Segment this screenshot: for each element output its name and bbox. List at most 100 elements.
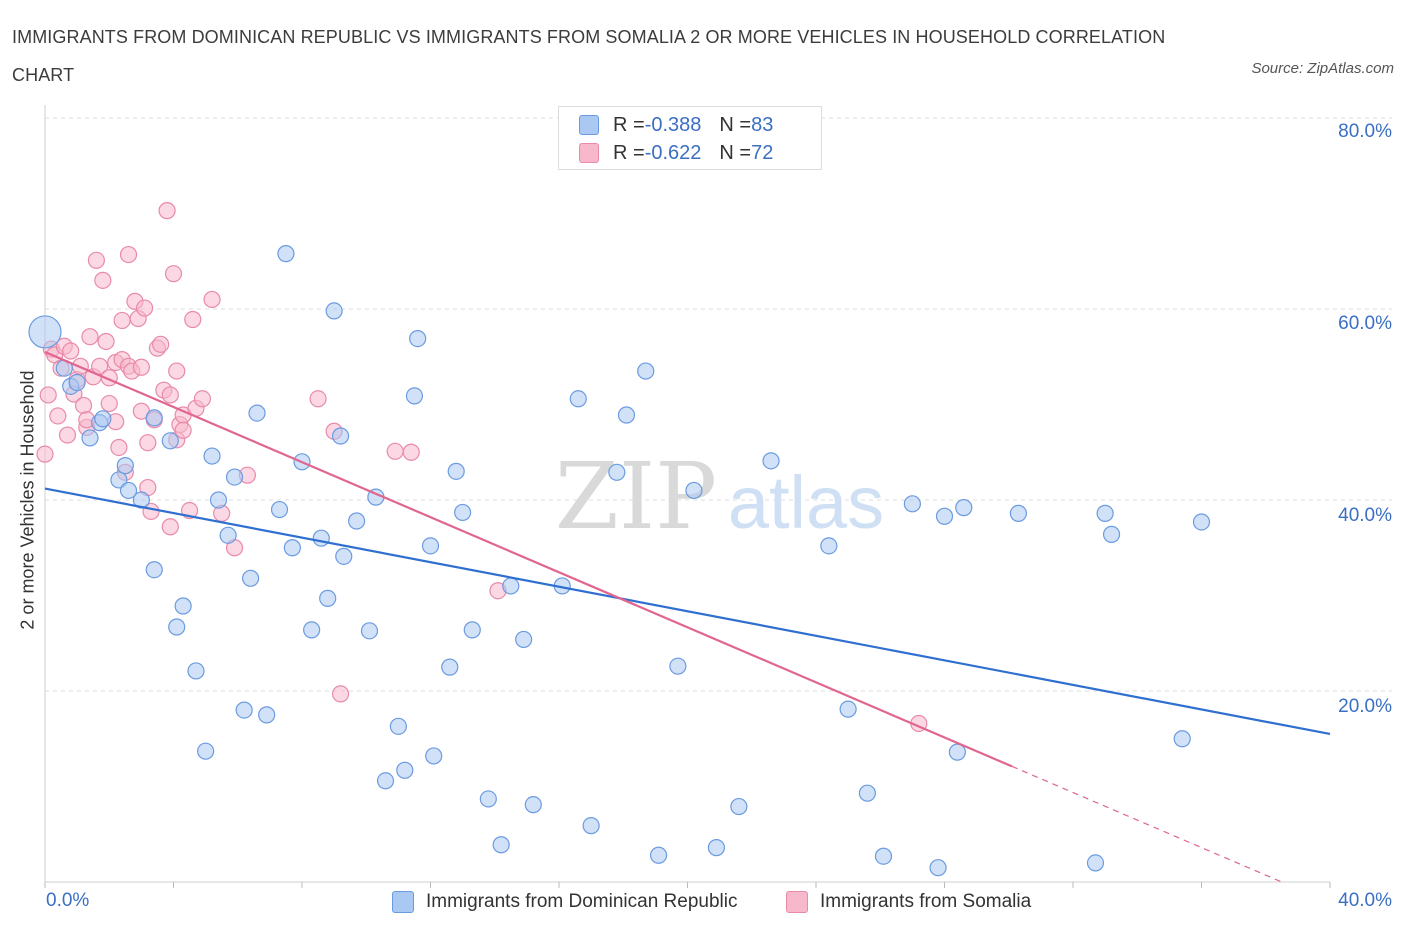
dominican-point xyxy=(447,462,465,480)
dominican-point xyxy=(707,839,726,857)
legend-r-value-2: -0.622 xyxy=(644,141,702,164)
trend-lines xyxy=(44,350,1331,883)
dominican-point xyxy=(762,452,780,470)
somalia-point xyxy=(139,434,157,452)
somalia-point xyxy=(87,251,106,269)
dominican-point xyxy=(1173,730,1191,748)
somalia-point xyxy=(74,396,93,415)
dominican-point xyxy=(161,432,179,450)
watermark: ZIP atlas xyxy=(555,443,884,550)
dominican-point xyxy=(168,618,186,636)
axes xyxy=(44,105,1331,888)
dominican-point xyxy=(283,539,301,557)
dominican-point xyxy=(277,245,295,263)
somalia-point xyxy=(161,518,179,536)
dominican-point xyxy=(608,463,626,481)
scatter-points xyxy=(28,202,1211,877)
somalia-point xyxy=(203,290,221,309)
chart-title: IMMIGRANTS FROM DOMINICAN REPUBLIC VS IM… xyxy=(12,27,1166,85)
dominican-point xyxy=(331,427,350,445)
dominican-point xyxy=(685,481,703,500)
somalia-point xyxy=(164,265,183,283)
correlation-legend: R = -0.388 N = 83 R = -0.622 N = 72 xyxy=(558,106,822,170)
somalia-point xyxy=(110,438,128,457)
somalia-trend-line-extension xyxy=(1011,765,1283,883)
dominican-point xyxy=(248,404,266,422)
dominican-point xyxy=(479,790,497,808)
bottom-legend-dominican: Immigrants from Dominican Republic xyxy=(392,888,738,916)
dominican-point xyxy=(463,621,481,639)
y-tick-label: 20.0% xyxy=(1338,696,1392,717)
dominican-point xyxy=(874,847,893,865)
dominican-point xyxy=(935,507,954,525)
dominican-point xyxy=(441,658,459,676)
source-label: Source: ZipAtlas.com xyxy=(1251,60,1394,77)
somalia-point xyxy=(168,362,186,380)
dominican-point xyxy=(303,621,321,639)
dominican-point xyxy=(1086,854,1105,872)
somalia-point xyxy=(119,245,138,264)
dominican-point xyxy=(955,499,973,517)
dominican-point xyxy=(1102,525,1121,543)
dominican-point xyxy=(225,468,244,486)
dominican-point xyxy=(348,512,366,530)
somalia-point xyxy=(62,342,80,360)
bottom-legend-somalia: Immigrants from Somalia xyxy=(786,888,1031,916)
dominican-point xyxy=(376,772,395,790)
somalia-point xyxy=(36,445,54,463)
dominican-point xyxy=(637,362,655,380)
y-tick-label: 80.0% xyxy=(1338,121,1392,142)
dominican-point xyxy=(649,846,668,864)
dominican-point xyxy=(617,406,636,424)
legend-swatch-pink xyxy=(786,891,808,913)
somalia-point xyxy=(39,386,57,404)
legend-r-label-2: R = xyxy=(613,141,645,164)
legend-n-value-1: 83 xyxy=(751,113,774,136)
legend-label-somalia: Immigrants from Somalia xyxy=(820,891,1032,912)
somalia-point xyxy=(94,271,112,289)
dominican-point xyxy=(858,784,877,802)
dominican-point xyxy=(219,526,237,544)
legend-n-value-2: 72 xyxy=(751,141,774,164)
legend-label-dominican: Immigrants from Dominican Republic xyxy=(426,891,738,912)
legend-row-somalia: R = -0.622 N = 72 xyxy=(579,141,773,165)
dominican-point xyxy=(903,495,921,513)
dominican-point xyxy=(235,701,253,719)
somalia-point xyxy=(402,443,420,461)
legend-r-label-1: R = xyxy=(613,113,645,136)
dominican-point xyxy=(94,410,112,428)
dominican-point xyxy=(312,529,330,547)
somalia-point xyxy=(152,335,170,353)
dominican-point xyxy=(145,561,163,579)
grid-lines xyxy=(45,117,1392,692)
somalia-point xyxy=(132,358,150,376)
somalia-point xyxy=(161,386,179,404)
legend-swatch-blue xyxy=(392,891,414,913)
legend-row-dominican: R = -0.388 N = 83 xyxy=(579,113,773,137)
dominican-point xyxy=(116,457,134,475)
somalia-point xyxy=(193,390,212,408)
legend-n-label-1: N = xyxy=(719,113,752,136)
dominican-point xyxy=(409,330,427,348)
dominican-point xyxy=(335,547,353,565)
dominican-point xyxy=(28,315,62,349)
somalia-trend-line xyxy=(44,350,1013,768)
dominican-point xyxy=(492,836,510,854)
dominican-point xyxy=(524,796,542,814)
dominican-point xyxy=(839,700,857,718)
dominican-point xyxy=(502,577,520,595)
dominican-point xyxy=(1009,504,1027,522)
somalia-point xyxy=(100,394,118,413)
legend-swatch-pink xyxy=(579,143,599,163)
dominican-point xyxy=(929,859,947,877)
dominican-point xyxy=(119,481,138,500)
legend-swatch-blue xyxy=(579,115,599,135)
x-tick-label: 0.0% xyxy=(46,890,90,911)
dominican-point xyxy=(197,742,215,760)
dominican-point xyxy=(242,569,260,587)
dominican-point xyxy=(145,409,163,427)
somalia-point xyxy=(331,685,350,703)
dominican-point xyxy=(81,429,99,447)
dominican-point xyxy=(258,706,276,724)
